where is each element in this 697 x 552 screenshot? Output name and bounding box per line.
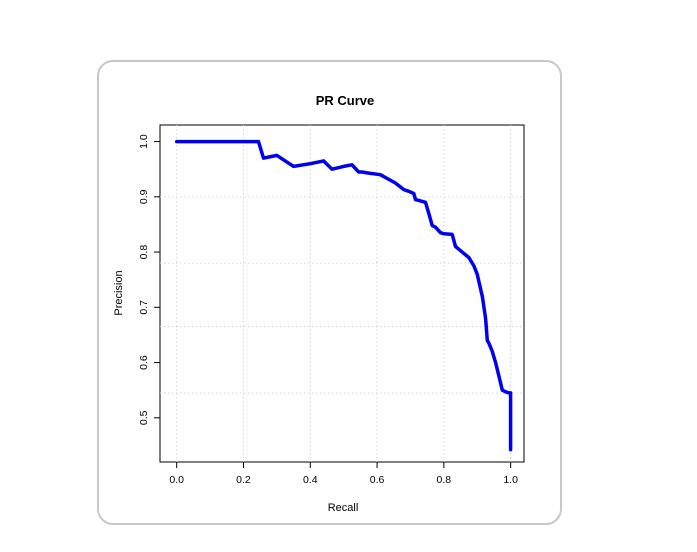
x-axis: 0.0 0.2 0.4 0.6 0.8 1.0 xyxy=(169,462,518,486)
y-tick-label-1: 0.6 xyxy=(138,355,150,370)
data-point xyxy=(357,171,360,173)
chart-card: PR Curve 0.0 0.2 0.4 0.6 0.8 1.0 0.5 0.6 0.7 0.8… xyxy=(97,60,562,525)
data-point xyxy=(443,233,445,235)
data-point xyxy=(402,188,405,191)
y-axis-label: Precision xyxy=(113,270,125,315)
data-point xyxy=(458,248,460,251)
data-point xyxy=(414,198,417,201)
data-point xyxy=(509,449,512,451)
data-point xyxy=(424,201,427,204)
plot-frame xyxy=(159,124,525,463)
data-point xyxy=(473,265,475,267)
data-point xyxy=(504,391,507,393)
data-point xyxy=(488,342,490,345)
data-point xyxy=(508,392,510,394)
chart-title: PR Curve xyxy=(316,93,375,108)
data-point xyxy=(309,162,312,165)
data-point xyxy=(494,361,497,364)
y-tick-label-5: 1.0 xyxy=(138,134,150,149)
data-point xyxy=(498,375,500,378)
x-tick-label-2: 0.4 xyxy=(303,474,318,486)
data-point xyxy=(257,140,260,143)
data-point xyxy=(486,339,489,342)
x-axis-label: Recall xyxy=(328,502,359,514)
data-point xyxy=(292,165,295,168)
data-point xyxy=(484,317,487,320)
y-tick-label-3: 0.8 xyxy=(138,245,150,260)
x-tick-label-5: 1.0 xyxy=(503,474,518,486)
data-point xyxy=(407,190,410,193)
y-tick-label-2: 0.7 xyxy=(138,300,150,315)
data-point xyxy=(379,173,382,176)
grid-lines xyxy=(160,125,524,462)
data-point xyxy=(175,140,178,143)
data-point xyxy=(431,224,433,227)
x-tick-label-3: 0.6 xyxy=(370,474,385,486)
y-tick-label-4: 0.9 xyxy=(138,189,150,204)
data-point xyxy=(501,389,504,391)
data-point xyxy=(454,245,457,248)
data-point xyxy=(262,157,265,159)
data-point xyxy=(322,160,325,162)
data-point xyxy=(481,295,484,298)
x-tick-label-1: 0.2 xyxy=(236,474,251,486)
data-point xyxy=(412,192,415,195)
data-point xyxy=(468,256,470,259)
data-point xyxy=(428,212,430,215)
data-point xyxy=(367,172,370,174)
y-tick-label-0: 0.5 xyxy=(138,410,150,425)
data-point xyxy=(394,182,397,184)
x-tick-label-4: 0.8 xyxy=(437,474,452,486)
data-point xyxy=(434,226,437,229)
series-layer xyxy=(174,139,513,452)
data-point xyxy=(491,350,494,353)
series-line-0 xyxy=(174,139,513,452)
data-point xyxy=(509,392,512,394)
data-point xyxy=(384,176,387,179)
pr-curve-chart: PR Curve 0.0 0.2 0.4 0.6 0.8 1.0 0.5 0.6 0.7 0.8… xyxy=(113,93,525,514)
data-point xyxy=(439,231,442,234)
data-point xyxy=(361,171,363,173)
data-point xyxy=(331,168,333,170)
y-axis: 0.5 0.6 0.7 0.8 0.9 1.0 xyxy=(138,134,160,425)
data-point xyxy=(451,233,454,236)
data-point xyxy=(351,163,353,166)
data-point xyxy=(276,154,278,157)
x-tick-label-0: 0.0 xyxy=(169,474,184,486)
data-point xyxy=(476,273,479,275)
data-point xyxy=(342,165,345,168)
